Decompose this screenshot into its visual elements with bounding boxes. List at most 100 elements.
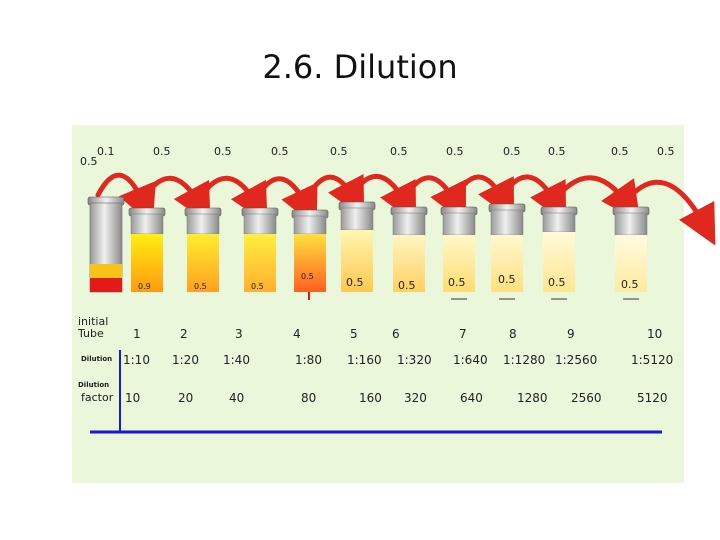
dilution-ratio: 1:1280 xyxy=(503,353,546,367)
tube-number: 5 xyxy=(350,327,358,341)
transfer-volume-label: 0.5 xyxy=(503,145,521,158)
transfer-arrow xyxy=(496,174,567,224)
initial-tube-liquid-yellow xyxy=(90,264,122,278)
tube-liquid xyxy=(443,235,475,292)
dilution-row-label: Dilution xyxy=(81,355,113,363)
tube-10 xyxy=(612,206,650,300)
tube-number: 4 xyxy=(293,327,301,341)
first-tube-volume-label: 0.5 xyxy=(80,155,98,168)
dilution-ratio: 1:20 xyxy=(172,353,199,367)
transfer-arrow xyxy=(299,174,365,219)
tube-content-label: 0.5 xyxy=(301,272,314,281)
initial-tube-label-line2: Tube xyxy=(78,327,104,340)
transfer-volume-label: 0.5 xyxy=(548,145,566,158)
dilution-factor-label-top: Dilution xyxy=(78,381,110,389)
tube-liquid xyxy=(393,235,425,292)
tube-9 xyxy=(540,206,578,300)
tube-content-label: 0.5 xyxy=(194,282,207,291)
tube-liquid xyxy=(615,235,647,292)
tube-liquid xyxy=(341,230,373,292)
transfer-volume-label: 0.5 xyxy=(153,145,171,158)
tube-content-label: 0.9 xyxy=(138,282,151,291)
dilution-ratio: 1:80 xyxy=(295,353,322,367)
dilution-ratio: 1:40 xyxy=(223,353,250,367)
transfer-volume-label: 0.5 xyxy=(271,145,289,158)
tube-glass xyxy=(490,209,524,236)
dilution-factor: 2560 xyxy=(571,391,602,405)
transfer-arrow xyxy=(95,172,156,226)
dilution-factor: 1280 xyxy=(517,391,548,405)
dilution-factor: 80 xyxy=(301,391,317,405)
dilution-factor-label-bottom: factor xyxy=(81,391,114,404)
tube-liquid xyxy=(294,234,326,292)
tube-5 xyxy=(338,201,376,292)
tube-glass xyxy=(542,212,576,233)
tube-4 xyxy=(291,209,329,300)
tube-glass xyxy=(243,213,277,235)
transfer-arrow xyxy=(548,175,641,223)
transfer-arrow xyxy=(136,175,211,225)
transfer-arrow xyxy=(620,179,716,246)
tube-content-label: 0.5 xyxy=(346,276,364,289)
transfer-volume-label: 0.5 xyxy=(446,145,464,158)
transfer-volume-label: 0.5 xyxy=(390,145,408,158)
transfer-arrow xyxy=(448,174,515,221)
tube-glass xyxy=(442,212,476,236)
tube-number: 9 xyxy=(567,327,575,341)
dilution-ratio: 1:320 xyxy=(397,353,432,367)
tube-liquid xyxy=(187,234,219,292)
transfer-arrow xyxy=(398,175,466,224)
tube-number: 8 xyxy=(509,327,517,341)
slide-title: 2.6. Dilution xyxy=(262,48,458,86)
dilution-ratio: 1:10 xyxy=(123,353,150,367)
tube-number: 7 xyxy=(459,327,467,341)
dilution-factor: 160 xyxy=(359,391,382,405)
dilution-ratio: 1:2560 xyxy=(555,353,598,367)
tube-6 xyxy=(390,206,428,292)
tube-2 xyxy=(184,207,222,292)
dilution-factor: 5120 xyxy=(637,391,668,405)
transfer-arrow xyxy=(192,175,268,225)
transfer-volume-label: 0.5 xyxy=(330,145,348,158)
tube-1 xyxy=(128,207,166,292)
initial-tube-label-line1: initial xyxy=(78,315,109,328)
transfer-arrows xyxy=(95,172,716,246)
tube-row xyxy=(87,196,650,300)
initial-tube-label: initial Tube xyxy=(78,316,108,340)
tube-8 xyxy=(488,203,526,300)
transfer-volume-label: 0.5 xyxy=(611,145,629,158)
dilution-factor: 40 xyxy=(229,391,245,405)
initial-tube xyxy=(87,196,125,293)
tube-content-label: 0.5 xyxy=(398,279,416,292)
dilution-ratio: 1:640 xyxy=(453,353,488,367)
tube-content-label: 0.5 xyxy=(251,282,264,291)
dilution-ratio: 1:160 xyxy=(347,353,382,367)
transfer-volume-label: 0.5 xyxy=(657,145,675,158)
tube-number: 2 xyxy=(180,327,188,341)
tube-glass xyxy=(186,213,220,235)
tube-liquid xyxy=(543,232,575,292)
tube-number: 1 xyxy=(133,327,141,341)
tube-content-label: 0.5 xyxy=(448,276,466,289)
tube-glass xyxy=(614,212,648,236)
transfer-volume-label: 0.1 xyxy=(97,145,115,158)
transfer-arrow xyxy=(249,176,318,228)
dilution-factor: 640 xyxy=(460,391,483,405)
dilution-ratio: 1:5120 xyxy=(631,353,674,367)
tube-liquid xyxy=(244,234,276,292)
tube-glass xyxy=(130,213,164,235)
transfer-arrow xyxy=(346,173,417,224)
tube-glass xyxy=(340,207,374,231)
dilution-factor: 10 xyxy=(125,391,141,405)
tube-content-label: 0.5 xyxy=(498,273,516,286)
dilution-factor: 20 xyxy=(178,391,194,405)
tube-number: 3 xyxy=(235,327,243,341)
tube-glass xyxy=(293,215,327,235)
tube-number: 10 xyxy=(647,327,663,341)
initial-tube-liquid-red xyxy=(90,278,122,292)
tube-3 xyxy=(241,207,279,292)
tube-liquid xyxy=(491,235,523,292)
tube-content-label: 0.5 xyxy=(548,276,566,289)
tube-number: 6 xyxy=(392,327,400,341)
